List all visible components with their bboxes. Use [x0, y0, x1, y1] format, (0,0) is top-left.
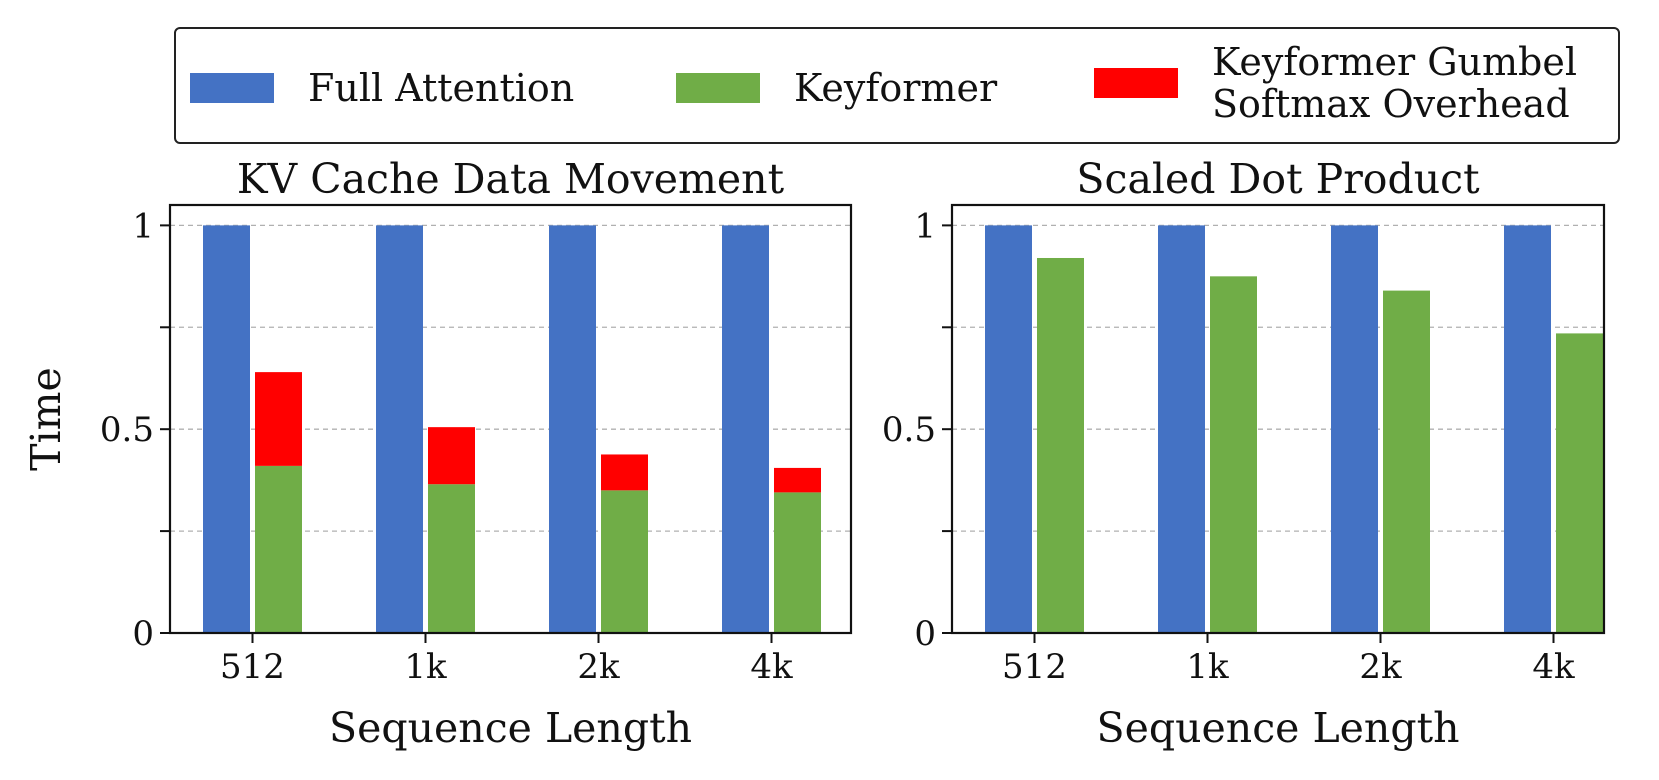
y-tick-label-0-4: 1 [132, 206, 154, 246]
x-tick-label-1-2k: 2k [1359, 647, 1402, 687]
x-tick-label-0-4k: 4k [750, 647, 793, 687]
bar-keyformer-4k [774, 492, 821, 633]
x-axis-label-0: Sequence Length [329, 704, 692, 752]
bar-gumbel-overhead-4k [774, 467, 821, 493]
x-tick-label-0-2k: 2k [577, 647, 620, 687]
bar-keyformer-4k [1556, 333, 1603, 633]
bar-full-attention-512 [985, 225, 1032, 633]
x-tick-label-1-1k: 1k [1186, 647, 1229, 687]
legend-swatch-gumbel-overhead [1094, 68, 1178, 98]
x-tick-label-0-512: 512 [220, 647, 285, 687]
bar-keyformer-1k [1210, 276, 1257, 633]
bar-keyformer-512 [1037, 257, 1084, 633]
y-tick-label-0-2: 0.5 [100, 410, 154, 450]
legend-label-keyformer: Keyformer [794, 66, 998, 110]
legend-item-gumbel-overhead: Keyformer Gumbel Softmax Overhead [1094, 41, 1577, 125]
bar-keyformer-512 [255, 465, 302, 633]
legend-item-keyformer: Keyformer [676, 67, 997, 109]
bar-gumbel-overhead-512 [255, 372, 302, 466]
bar-full-attention-4k [722, 225, 769, 633]
y-tick-label-1-0: 0 [914, 614, 936, 654]
bar-keyformer-1k [428, 484, 475, 633]
bar-full-attention-1k [1158, 225, 1205, 633]
y-tick-label-0-0: 0 [132, 614, 154, 654]
legend-item-full-attention: Full Attention [190, 67, 574, 109]
y-tick-label-1-4: 1 [914, 206, 936, 246]
y-tick-label-1-2: 0.5 [882, 410, 936, 450]
x-axis-label-1: Sequence Length [1097, 704, 1460, 752]
bar-full-attention-4k [1504, 225, 1551, 633]
x-tick-label-1-512: 512 [1002, 647, 1067, 687]
bar-full-attention-2k [549, 225, 596, 633]
legend-swatch-full-attention [190, 73, 274, 103]
bar-keyformer-2k [1383, 290, 1430, 633]
legend-swatch-keyformer [676, 73, 760, 103]
plot-frame-0 [168, 203, 853, 635]
chart-title-0: KV Cache Data Movement [237, 155, 785, 203]
bar-gumbel-overhead-1k [428, 427, 475, 485]
legend-label-full-attention: Full Attention [308, 66, 575, 110]
y-axis-label-0: Time [22, 367, 70, 471]
legend-label-gumbel-overhead: Keyformer Gumbel Softmax Overhead [1212, 40, 1578, 126]
plot-frame-1 [950, 203, 1606, 635]
x-tick-label-1-4k: 4k [1532, 647, 1575, 687]
x-tick-label-0-1k: 1k [404, 647, 447, 687]
bar-gumbel-overhead-2k [601, 454, 648, 491]
bar-full-attention-1k [376, 225, 423, 633]
bar-keyformer-2k [601, 490, 648, 633]
chart-title-1: Scaled Dot Product [1076, 155, 1480, 203]
bar-full-attention-2k [1331, 225, 1378, 633]
legend: Full Attention Keyformer Keyformer Gumbe… [174, 27, 1620, 144]
bar-full-attention-512 [203, 225, 250, 633]
